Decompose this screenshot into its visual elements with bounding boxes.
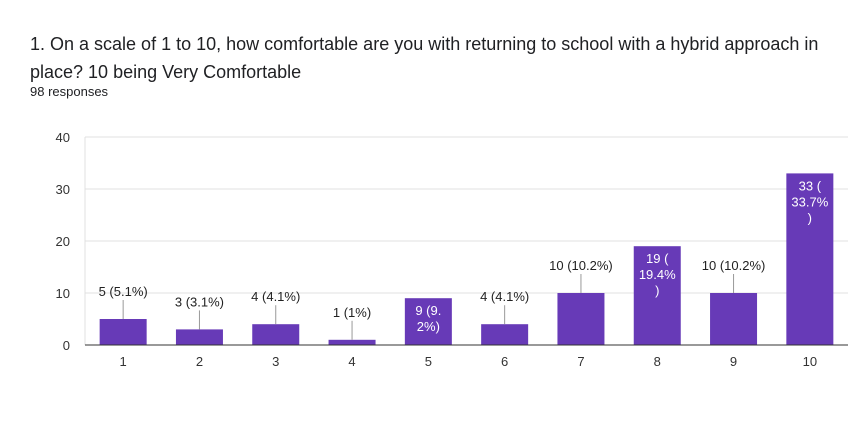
- bar: [175, 329, 223, 345]
- x-tick-label: 5: [425, 354, 432, 369]
- data-label: 19.4%: [639, 267, 676, 282]
- data-label: ): [808, 210, 812, 225]
- x-tick-label: 7: [577, 354, 584, 369]
- bar: [481, 324, 529, 345]
- x-tick-label: 8: [654, 354, 661, 369]
- data-label: 10 (10.2%): [702, 258, 766, 273]
- bar: [252, 324, 300, 345]
- data-label: 3 (3.1%): [175, 294, 224, 309]
- y-tick-label: 40: [56, 130, 70, 145]
- bar: [633, 246, 681, 345]
- data-label: 10 (10.2%): [549, 258, 613, 273]
- x-tick-label: 10: [803, 354, 817, 369]
- data-label: ): [655, 283, 659, 298]
- x-tick-label: 3: [272, 354, 279, 369]
- bar: [557, 293, 605, 345]
- data-label: 33.7%: [791, 194, 828, 209]
- y-tick-label: 10: [56, 286, 70, 301]
- x-tick-label: 2: [196, 354, 203, 369]
- bar: [404, 298, 452, 345]
- data-label: 1 (1%): [333, 305, 371, 320]
- bar: [786, 173, 834, 345]
- x-tick-label: 6: [501, 354, 508, 369]
- x-tick-label: 9: [730, 354, 737, 369]
- question-title: 1. On a scale of 1 to 10, how comfortabl…: [30, 34, 819, 82]
- y-tick-label: 20: [56, 234, 70, 249]
- x-tick-label: 4: [348, 354, 355, 369]
- x-tick-label: 1: [120, 354, 127, 369]
- data-label: 19 (: [646, 251, 669, 266]
- bar: [328, 339, 376, 345]
- data-label: 4 (4.1%): [251, 289, 300, 304]
- y-tick-label: 30: [56, 182, 70, 197]
- data-label: 2%): [417, 319, 440, 334]
- y-tick-label: 0: [63, 338, 70, 353]
- bar: [99, 319, 147, 345]
- response-count: 98 responses: [30, 84, 109, 99]
- bar: [710, 293, 758, 345]
- data-label: 5 (5.1%): [99, 284, 148, 299]
- data-label: 33 (: [799, 178, 822, 193]
- data-label: 9 (9.: [415, 303, 441, 318]
- data-label: 4 (4.1%): [480, 289, 529, 304]
